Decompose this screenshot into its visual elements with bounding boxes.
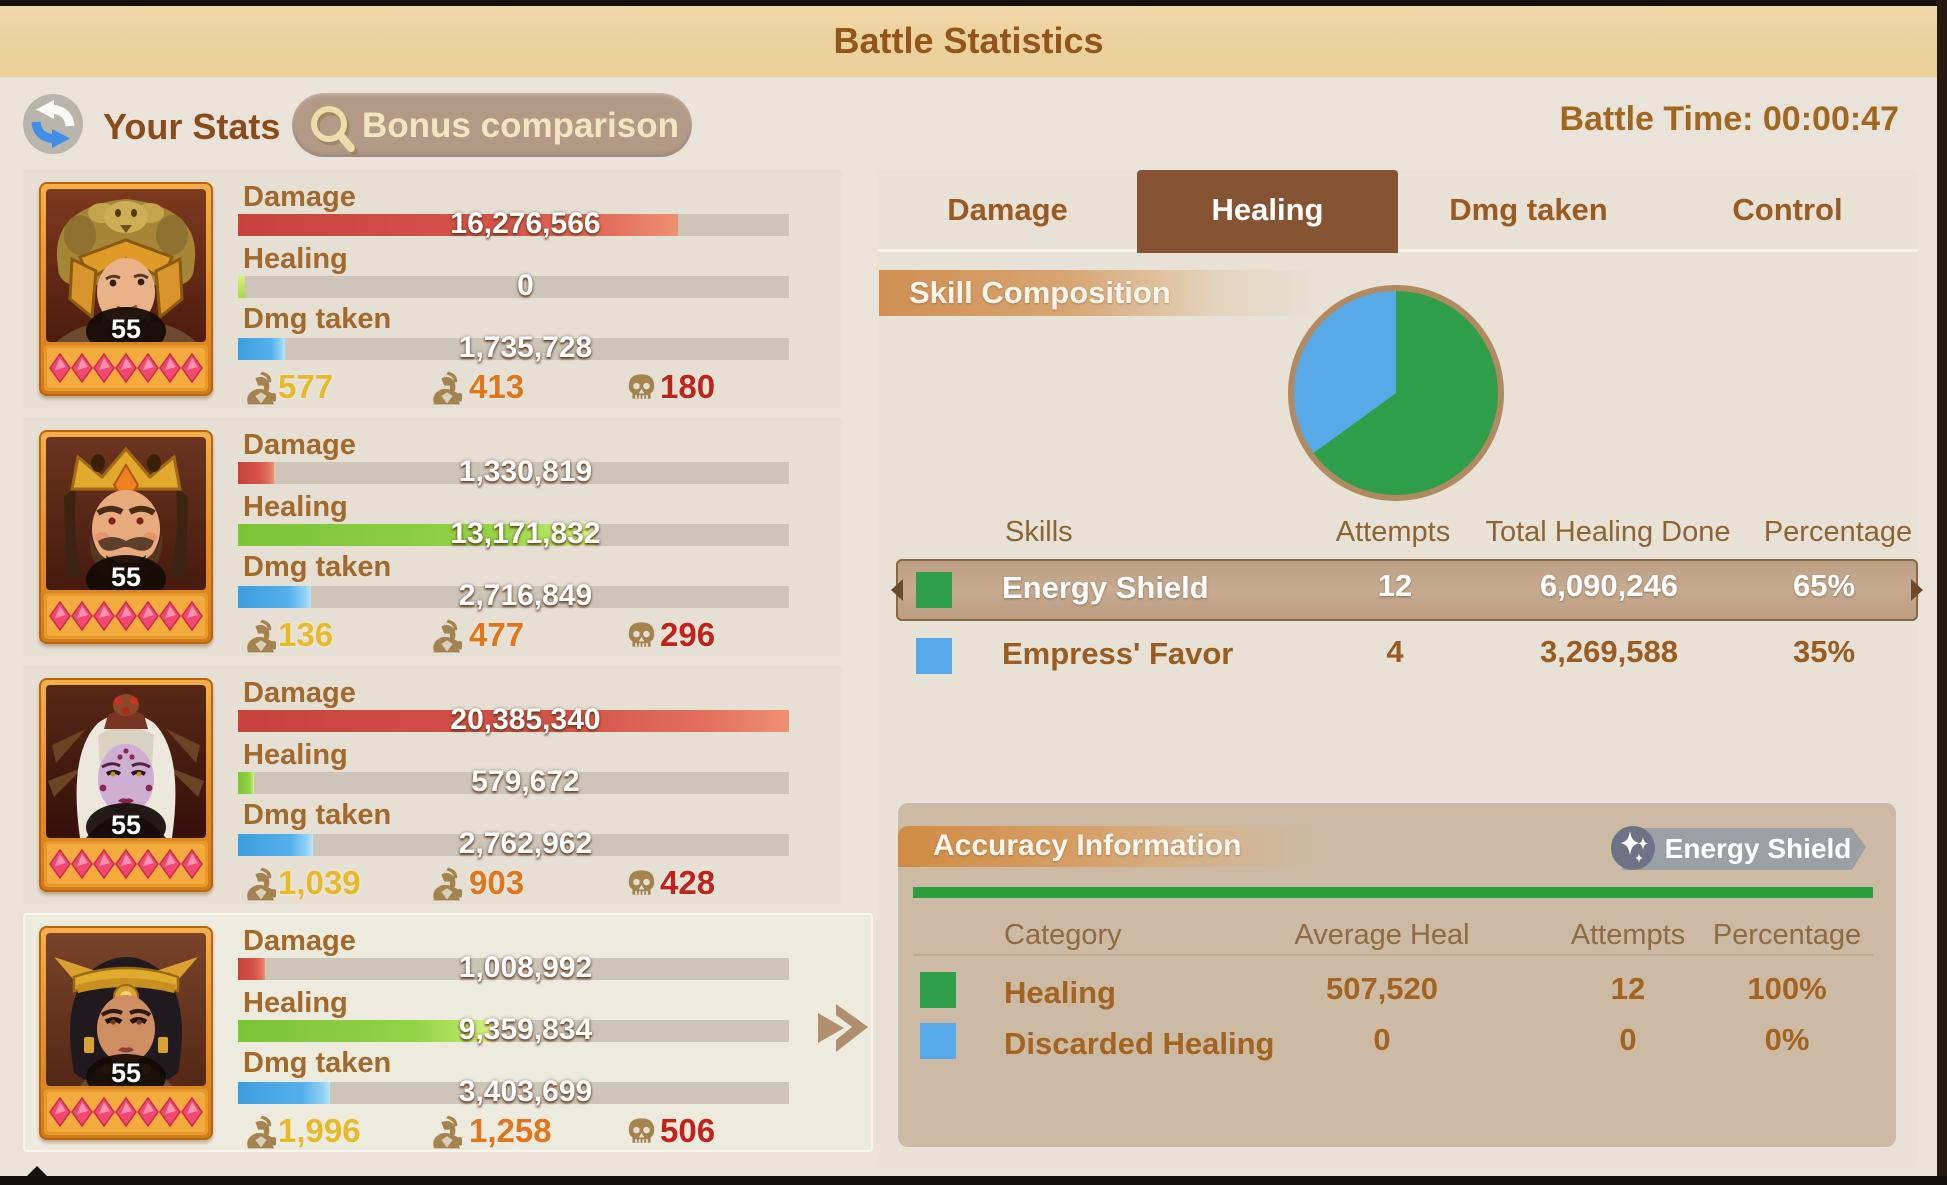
svg-text:Energy Shield: Energy Shield bbox=[1665, 833, 1852, 864]
